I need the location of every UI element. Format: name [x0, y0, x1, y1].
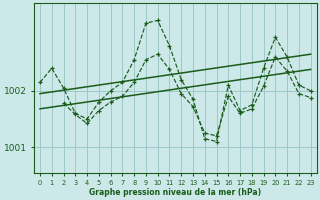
X-axis label: Graphe pression niveau de la mer (hPa): Graphe pression niveau de la mer (hPa): [89, 188, 261, 197]
